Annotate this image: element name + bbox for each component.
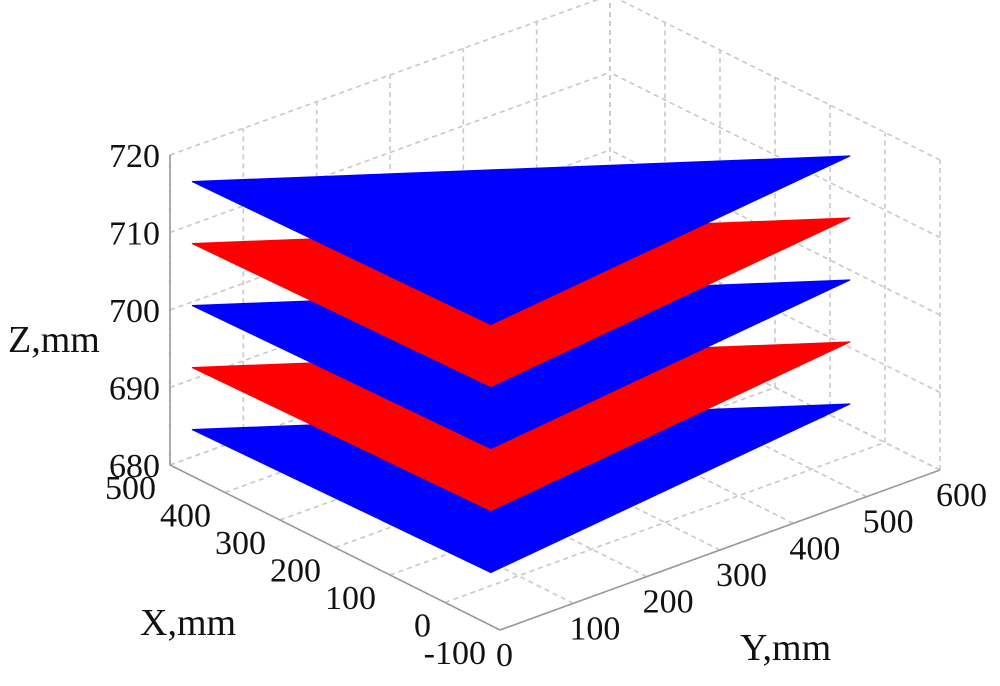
- y-tick-label: 200: [643, 584, 694, 621]
- x-tick-label: 100: [325, 580, 376, 617]
- floor-grid-line: [444, 441, 886, 604]
- side-wall-grid-line: [609, 71, 941, 239]
- x-tick-label: 400: [160, 498, 211, 535]
- y-tick-label: 300: [716, 557, 767, 594]
- y-tick-label: 600: [936, 477, 987, 514]
- z-axis-label: Z,mm: [8, 319, 100, 361]
- x-tick-label: 300: [215, 525, 266, 562]
- side-wall-grid-line: [618, 0, 941, 161]
- z-tick-label: 680: [109, 448, 160, 485]
- z-tick-label: 690: [109, 371, 160, 408]
- x-tick-label: 0: [414, 608, 431, 645]
- z-tick-label: 710: [109, 216, 160, 253]
- y-axis-label: Y,mm: [740, 627, 831, 669]
- y-tick-label: 100: [569, 610, 620, 647]
- x-axis-label: X,mm: [140, 602, 236, 644]
- y-axis-line: [499, 469, 941, 631]
- x-axis-line: [169, 464, 501, 631]
- plane-z-718: [191, 155, 851, 326]
- y-tick-label: 500: [863, 504, 914, 541]
- planes-layer: [191, 155, 851, 574]
- x-tick-label: -100: [424, 635, 486, 672]
- back-wall-grid-line: [169, 71, 611, 234]
- x-tick-label: 500: [105, 470, 156, 507]
- back-wall-grid-line: [169, 0, 599, 156]
- x-tick-label: 200: [270, 553, 321, 590]
- z-tick-label: 720: [109, 138, 160, 175]
- y-tick-label: 400: [789, 530, 840, 567]
- z-tick-label: 700: [109, 293, 160, 330]
- ticks-layer: -100010020030040050001002003004005006006…: [105, 138, 987, 674]
- y-tick-label: 0: [496, 637, 513, 674]
